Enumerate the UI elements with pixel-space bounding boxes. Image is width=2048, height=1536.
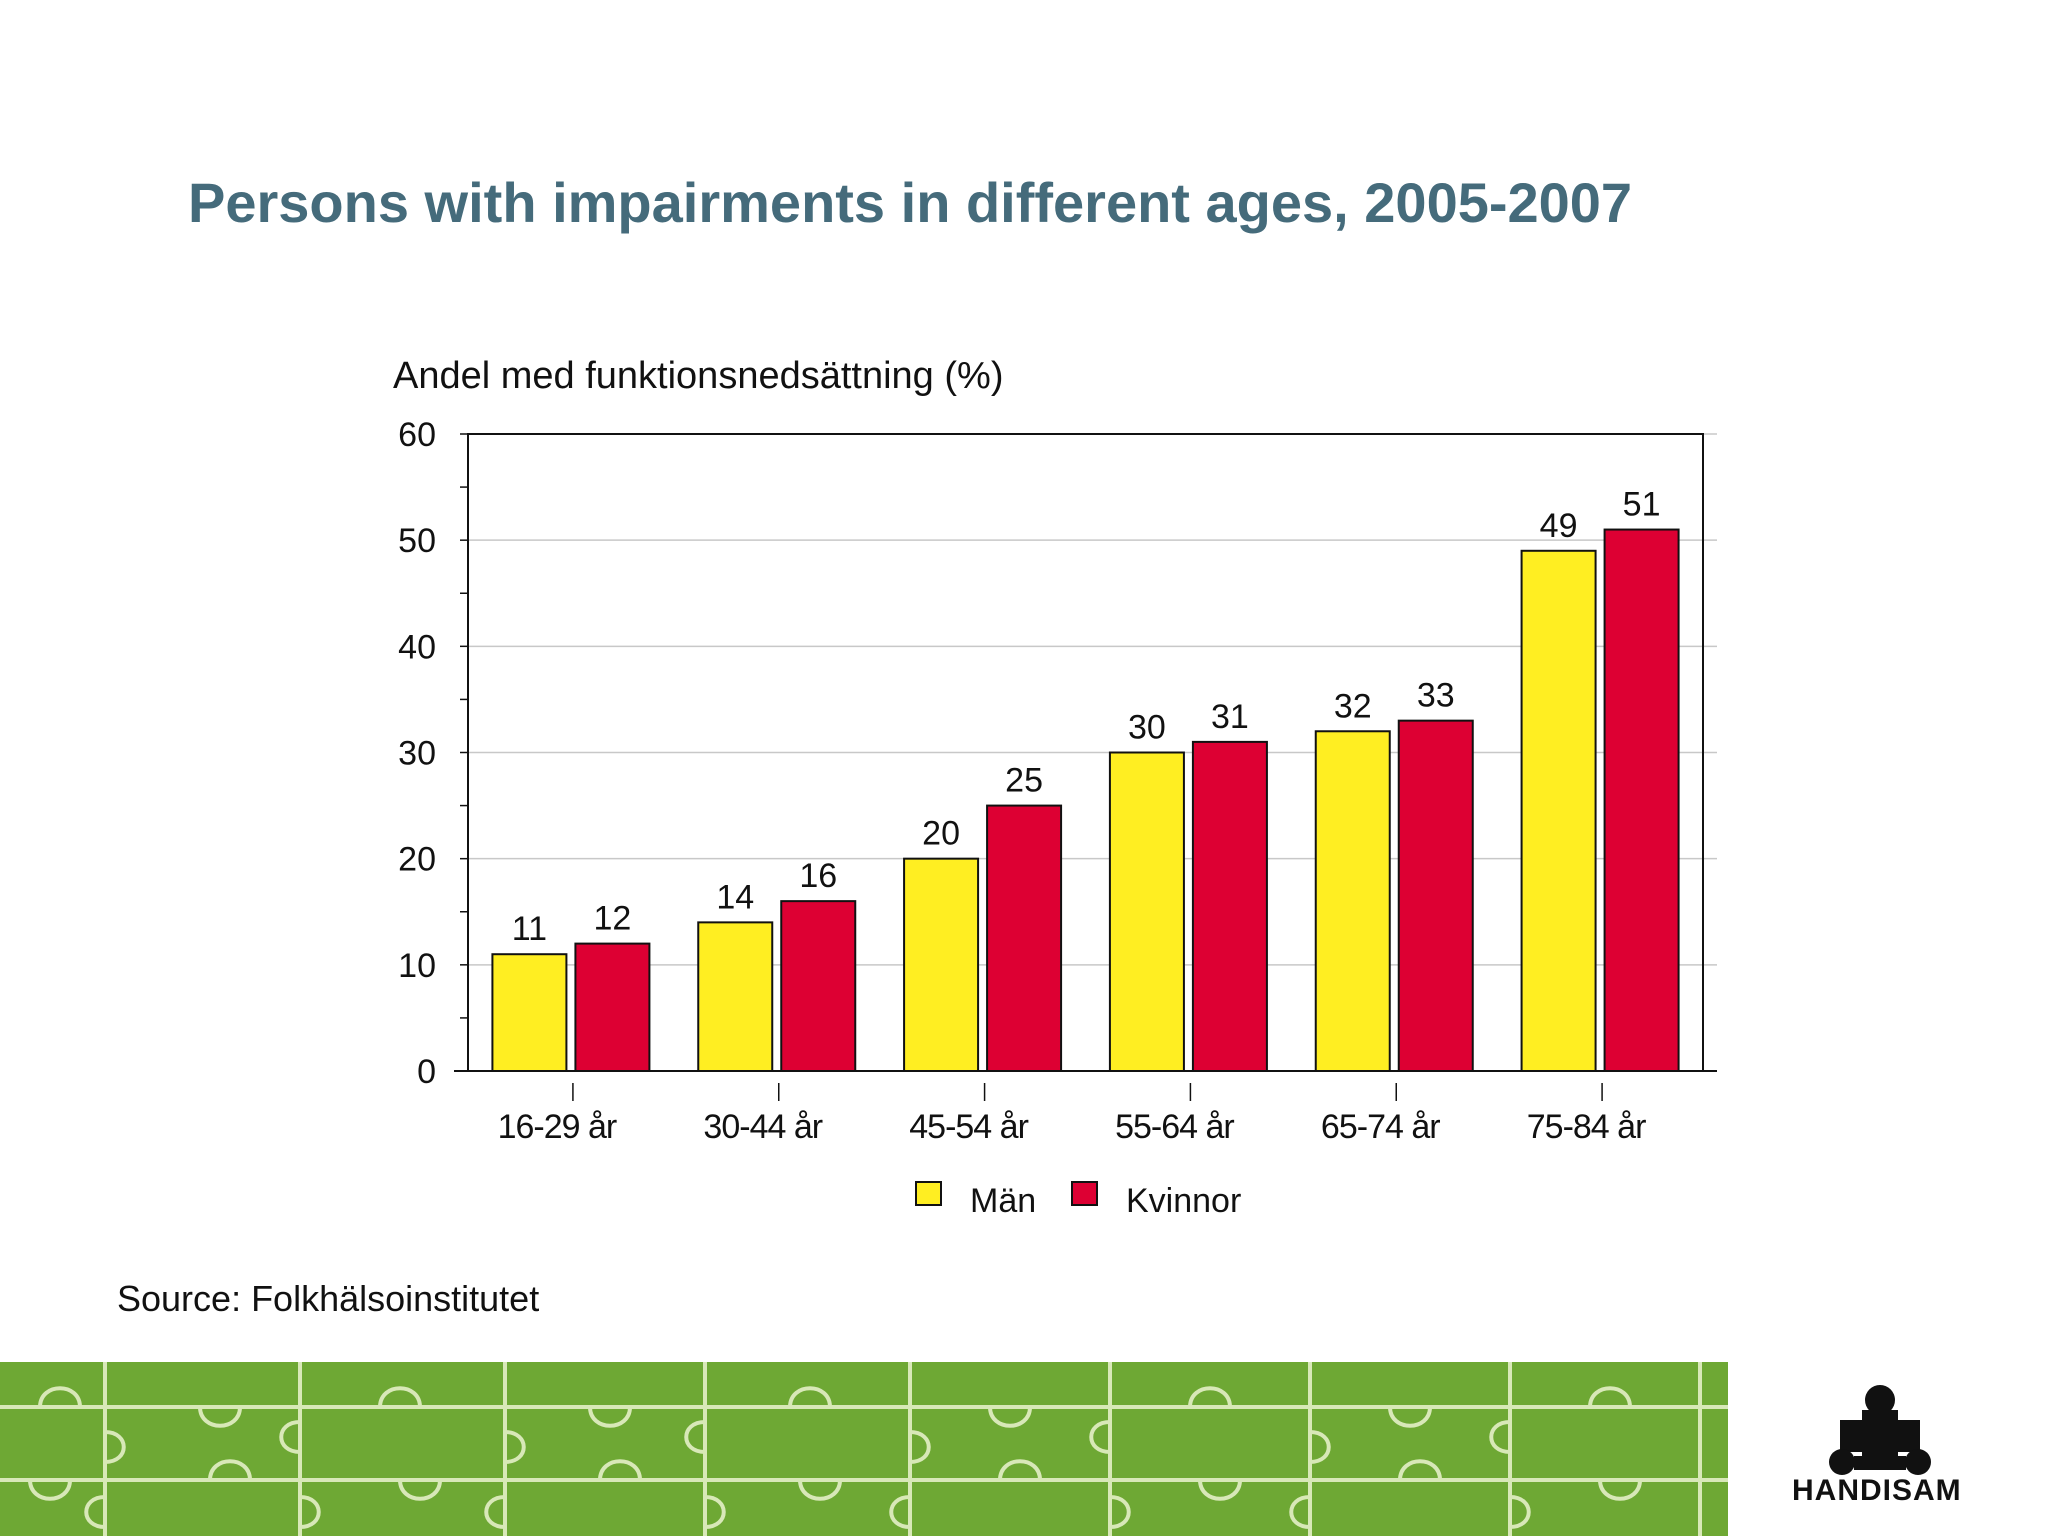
bar-chart: 0 10 20 30 40 50 60 Andel med funktionsnedsättn… <box>393 355 1717 1220</box>
y-tick-label: 10 <box>398 947 436 985</box>
data-label: 32 <box>1334 687 1372 725</box>
bar <box>1314 730 1391 1072</box>
data-label: 20 <box>922 815 960 853</box>
bar <box>986 804 1063 1072</box>
legend-swatch <box>915 1181 942 1206</box>
data-label: 16 <box>799 857 837 895</box>
slide-title: Persons with impairments in different ag… <box>188 171 1633 234</box>
legend-label: Kvinnor <box>1126 1182 1241 1220</box>
y-tick-label: 30 <box>398 735 436 773</box>
bar <box>1108 751 1185 1072</box>
source-note: Source: Folkhälsoinstitutet <box>117 1278 540 1319</box>
bar <box>491 953 568 1073</box>
data-label: 11 <box>512 910 547 948</box>
logo-text: HANDISAM <box>1792 1474 1962 1507</box>
y-tick-label: 50 <box>398 522 436 560</box>
x-tick-label: 55-64 år <box>1115 1108 1234 1146</box>
legend-swatch <box>1071 1181 1098 1206</box>
bar <box>1603 528 1680 1072</box>
data-label: 31 <box>1211 698 1249 736</box>
data-label: 51 <box>1623 486 1661 524</box>
bar <box>780 900 857 1073</box>
x-tick-label: 75-84 år <box>1527 1108 1646 1146</box>
legend-label: Män <box>970 1182 1036 1220</box>
bar <box>1397 719 1474 1073</box>
handisam-puzzle-logo-icon <box>1829 1385 1931 1475</box>
bar <box>1191 740 1268 1073</box>
bar <box>903 857 980 1073</box>
x-tick-label: 65-74 år <box>1321 1108 1440 1146</box>
data-label: 49 <box>1540 507 1578 545</box>
data-label: 33 <box>1417 677 1455 715</box>
x-tick-label: 30-44 år <box>703 1108 822 1146</box>
bar <box>697 921 774 1072</box>
y-tick-label: 60 <box>398 416 436 454</box>
data-label: 25 <box>1005 762 1043 800</box>
data-label: 12 <box>594 900 632 938</box>
x-tick-label: 16-29 år <box>498 1108 617 1146</box>
x-tick-label: 45-54 år <box>909 1108 1028 1146</box>
puzzle-pattern-icon <box>0 1362 1728 1536</box>
y-axis-title: Andel med funktionsnedsättning (%) <box>393 355 1003 397</box>
data-label: 14 <box>716 878 754 916</box>
y-tick-label: 20 <box>398 841 436 879</box>
y-tick-label: 40 <box>398 628 436 666</box>
puzzle-footer-band <box>0 1362 1728 1536</box>
data-label: 30 <box>1128 709 1166 747</box>
bar <box>574 942 651 1072</box>
y-tick-label: 0 <box>417 1053 436 1091</box>
bar <box>1520 549 1597 1072</box>
